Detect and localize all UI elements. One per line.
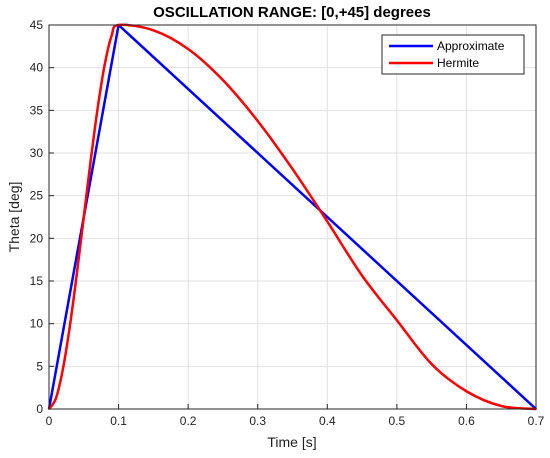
data-point-hermite [89,159,92,161]
data-point-hermite [187,48,189,50]
y-tick-label: 5 [36,359,43,373]
x-tick-label: 0.1 [110,414,127,428]
y-tick-label: 25 [30,189,44,203]
ticks: 0 0.1 0.2 0.3 0.4 0.5 0.6 0.7 0 5 10 15 20 25 30 35 40 45 [30,18,545,428]
data-point-hermite [110,34,113,37]
y-axis-label: Theta [deg] [6,182,22,253]
data-point-hermite [326,220,329,223]
legend-box [381,34,525,75]
y-tick-label: 40 [30,61,44,75]
data-point-hermite [103,64,106,66]
x-tick-label: 0.7 [528,414,545,428]
data-point-hermite [396,319,398,322]
y-tick-label: 0 [36,402,43,416]
data-point-hermite [82,216,85,218]
legend-label-approximate: Approximate [437,39,505,53]
data-point-hermite [76,273,78,275]
x-tick-label: 0 [46,414,53,428]
x-tick-label: 0.2 [180,414,197,428]
plot-frame [48,24,537,410]
data-point-hermite [291,168,294,170]
x-tick-label: 0.6 [458,414,475,428]
data-point-hermite [430,363,433,365]
x-tick-label: 0.3 [249,414,266,428]
y-tick-label: 10 [30,317,44,331]
data-point-hermite [222,79,224,81]
plot-area [49,25,536,409]
legend: Approximate Hermite [381,34,525,75]
x-axis-label: Time [s] [267,434,316,450]
y-tick-label: 20 [30,231,44,245]
data-point-hermite [465,390,468,393]
chart-title: OSCILLATION RANGE: [0,+45] degrees [153,4,431,21]
data-point-hermite [361,274,363,277]
y-tick-label: 30 [30,146,44,160]
data-point-hermite [96,107,99,109]
data-point-hermite [500,405,503,407]
x-tick-label: 0.4 [319,414,336,428]
x-tick-label: 0.5 [389,414,406,428]
data-point-hermite [152,29,155,32]
data-point-hermite [62,368,64,370]
data-point-hermite [69,325,71,327]
y-tick-label: 15 [30,274,44,288]
y-tick-label: 35 [30,103,44,117]
data-point-hermite [256,120,259,122]
y-tick-label: 45 [30,18,44,32]
data-point-hermite [55,397,57,400]
legend-label-hermite: Hermite [437,56,479,70]
